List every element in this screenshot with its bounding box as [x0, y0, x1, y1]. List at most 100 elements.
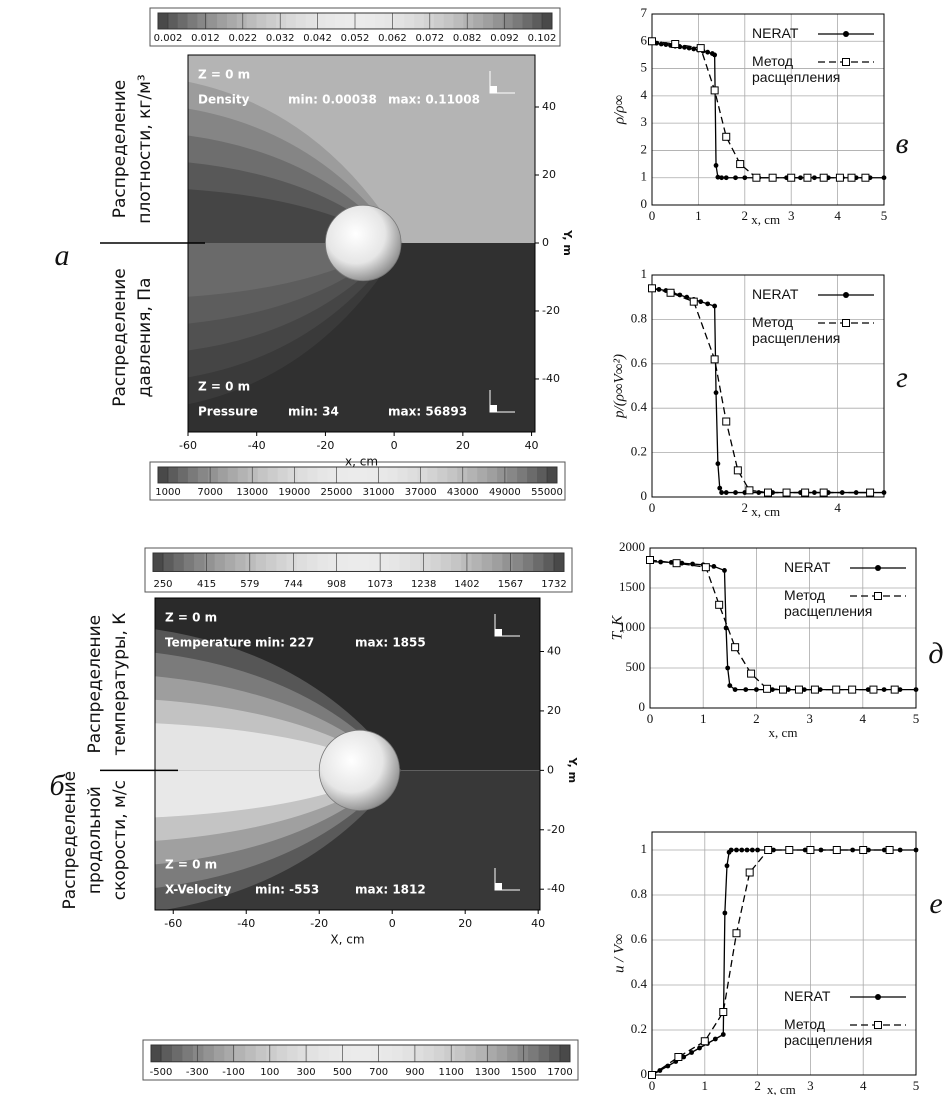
colorbar-segment: [427, 467, 438, 483]
colorbar-segment: [295, 13, 307, 29]
side-label: продольной: [85, 786, 105, 894]
data-point: [697, 1045, 702, 1051]
data-point: [658, 41, 664, 47]
panel-label: б: [49, 769, 65, 802]
data-point: [865, 687, 871, 692]
colorbar-segment: [203, 1045, 215, 1062]
colorbar-segment: [512, 553, 524, 572]
colorbar-segment: [307, 553, 318, 572]
colorbar-segment: [187, 13, 198, 29]
colorbar-segment: [414, 13, 425, 29]
colorbar-segment: [433, 1045, 445, 1062]
legend-label-box: NERAT: [752, 25, 798, 41]
data-point: [745, 486, 754, 495]
y-tick-label: 0.4: [631, 976, 648, 991]
legend-marker: [874, 592, 882, 600]
sphere: [325, 204, 402, 282]
colorbar-segment: [477, 467, 488, 483]
x-tick-label: 2: [742, 208, 749, 223]
x-axis-label: x, cm: [751, 504, 780, 519]
y-tick-label: 0.6: [631, 931, 648, 946]
colorbar-segment: [404, 13, 415, 29]
data-point: [806, 846, 815, 854]
y-tick-label: 1000: [619, 619, 645, 634]
colorbar-segment: [236, 13, 248, 29]
colorbar-outline: [152, 552, 565, 572]
colorbar-segment: [358, 553, 370, 572]
legend-label: Метод расщепления: [784, 1016, 873, 1048]
colorbar-segment: [433, 13, 445, 29]
colorbar-segment: [543, 553, 555, 572]
y-tick-label: 40: [542, 100, 556, 113]
colorbar-segment: [475, 1045, 487, 1062]
y-tick-label: 0: [547, 763, 554, 776]
colorbar-tick-label: 0.082: [453, 33, 482, 44]
colorbar-segment: [542, 13, 553, 29]
colorbar-segment: [423, 13, 435, 29]
data-point: [648, 37, 656, 46]
side-label: температуры, К: [110, 613, 130, 756]
colorbar-segment: [183, 553, 195, 572]
colorbar-segment: [399, 553, 411, 572]
axis-triad-box: [495, 629, 502, 636]
legend-marker: [875, 994, 881, 1000]
data-point: [656, 287, 662, 292]
legend-label: Метод расщепления: [752, 314, 841, 346]
colorbar-segment: [377, 467, 388, 483]
legend-marker: [874, 1021, 882, 1029]
data-point: [890, 685, 899, 694]
colorbar-segment: [487, 467, 498, 483]
y-tick-label: 6: [641, 32, 648, 47]
colorbar-segment: [384, 13, 395, 29]
x-tick-label: 1: [695, 208, 702, 223]
colorbar-tick-label: 0.022: [228, 33, 257, 44]
y-tick-label: 2000: [619, 539, 645, 554]
colorbar-segment: [465, 1045, 477, 1062]
colorbar-tick-label: 0.102: [528, 33, 557, 44]
colorbar-segment: [276, 13, 287, 29]
x-tick-label: 1: [702, 1078, 709, 1093]
colorbar-segment: [255, 1045, 267, 1062]
colorbar-segment: [167, 467, 179, 483]
colorbar-tick-label: 250: [153, 579, 172, 590]
y-tick-label: 2: [641, 141, 648, 156]
colorbar-segment: [348, 553, 359, 572]
colorbar-segment: [237, 467, 249, 483]
data-point: [739, 847, 745, 853]
y-tick-label: 40: [547, 644, 561, 657]
colorbar-tick-label: 1238: [411, 579, 436, 590]
legend-label-box: NERAT: [784, 559, 830, 575]
data-point: [732, 687, 738, 692]
data-point: [732, 929, 741, 938]
colorbar-segment: [317, 467, 329, 483]
colorbar-segment: [549, 1045, 561, 1062]
x-tick-label: 0: [649, 500, 656, 515]
x-tick-label: -40: [237, 917, 255, 930]
y-tick-label: 4: [641, 87, 648, 102]
colorbar-tick-label: 0.042: [303, 33, 332, 44]
data-point: [752, 173, 761, 182]
colorbar-segment: [360, 1045, 372, 1062]
colorbar-segment: [257, 467, 269, 483]
colorbar-segment: [412, 1045, 424, 1062]
colorbar-segment: [177, 467, 189, 483]
colorbar-segment: [171, 1045, 183, 1062]
colorbar-segment: [329, 1045, 341, 1062]
colorbar-segment: [277, 467, 289, 483]
y-tick-label: 7: [641, 5, 648, 20]
min-label: min: 227: [255, 636, 314, 650]
data-point: [861, 173, 870, 182]
data-point: [755, 847, 760, 853]
data-point: [812, 490, 817, 495]
colorbar-segment: [256, 13, 267, 29]
colorbar-segment: [522, 13, 533, 29]
x-tick-label: -20: [316, 439, 334, 452]
x-tick-label: 4: [860, 711, 867, 726]
colorbar-segment: [337, 553, 349, 572]
data-point: [869, 685, 878, 694]
colorbar-segment: [481, 553, 493, 572]
x-tick-label: 3: [788, 208, 795, 223]
colorbar-tick-label: 100: [260, 1067, 279, 1078]
data-point: [705, 49, 711, 55]
